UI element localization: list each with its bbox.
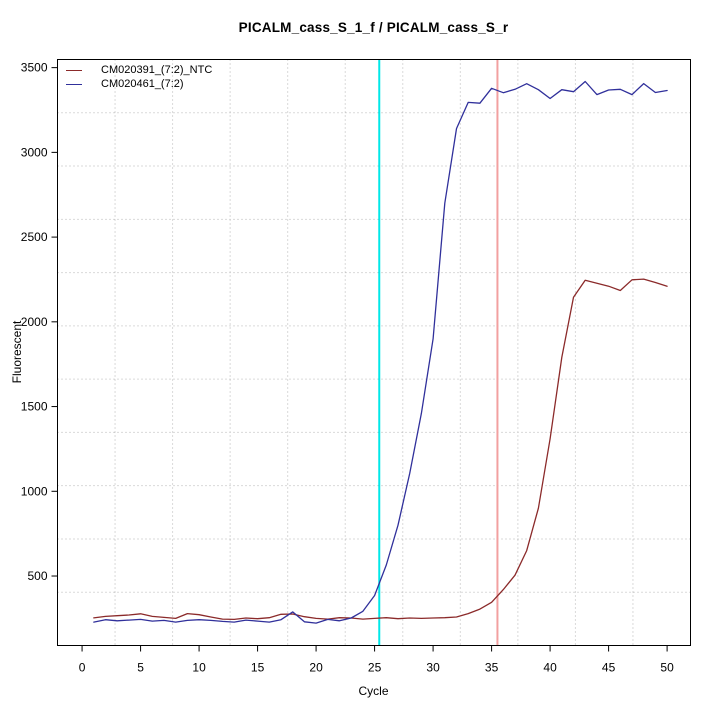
y-tick-label: 1000 xyxy=(21,484,48,498)
y-tick-label: 500 xyxy=(27,569,47,583)
series-line-CM020391_(7:2)_NTC xyxy=(93,278,668,621)
legend-item: CM020461_(7:2) xyxy=(66,77,212,91)
x-tick-label: 15 xyxy=(251,661,265,675)
series-line-CM020461_(7:2) xyxy=(93,80,668,624)
y-tick-label: 3500 xyxy=(21,61,48,75)
y-tick-label: 2500 xyxy=(21,230,48,244)
legend-line-sample xyxy=(66,69,82,71)
x-tick-label: 45 xyxy=(602,661,616,675)
x-tick-label: 40 xyxy=(543,661,557,675)
y-tick-label: 2000 xyxy=(21,315,48,329)
y-tick-label: 3000 xyxy=(21,145,48,159)
x-tick-label: 5 xyxy=(137,661,144,675)
legend-item: CM020391_(7:2)_NTC xyxy=(66,63,212,77)
legend-label: CM020461_(7:2) xyxy=(101,78,184,90)
x-tick-label: 30 xyxy=(426,661,440,675)
plot-border xyxy=(57,59,691,646)
legend-label: CM020391_(7:2)_NTC xyxy=(101,64,213,76)
x-tick-label: 0 xyxy=(79,661,86,675)
chart-title: PICALM_cass_S_1_f / PICALM_cass_S_r xyxy=(238,20,509,35)
x-tick-label: 25 xyxy=(368,661,382,675)
x-tick-label: 20 xyxy=(309,661,323,675)
x-tick-label: 50 xyxy=(660,661,674,675)
x-tick-label: 10 xyxy=(192,661,206,675)
legend: CM020391_(7:2)_NTC CM020461_(7:2) xyxy=(66,63,212,91)
y-tick-label: 1500 xyxy=(21,400,48,414)
x-tick-label: 35 xyxy=(485,661,499,675)
legend-line-sample xyxy=(66,83,82,85)
x-axis-label: Cycle xyxy=(358,684,389,698)
